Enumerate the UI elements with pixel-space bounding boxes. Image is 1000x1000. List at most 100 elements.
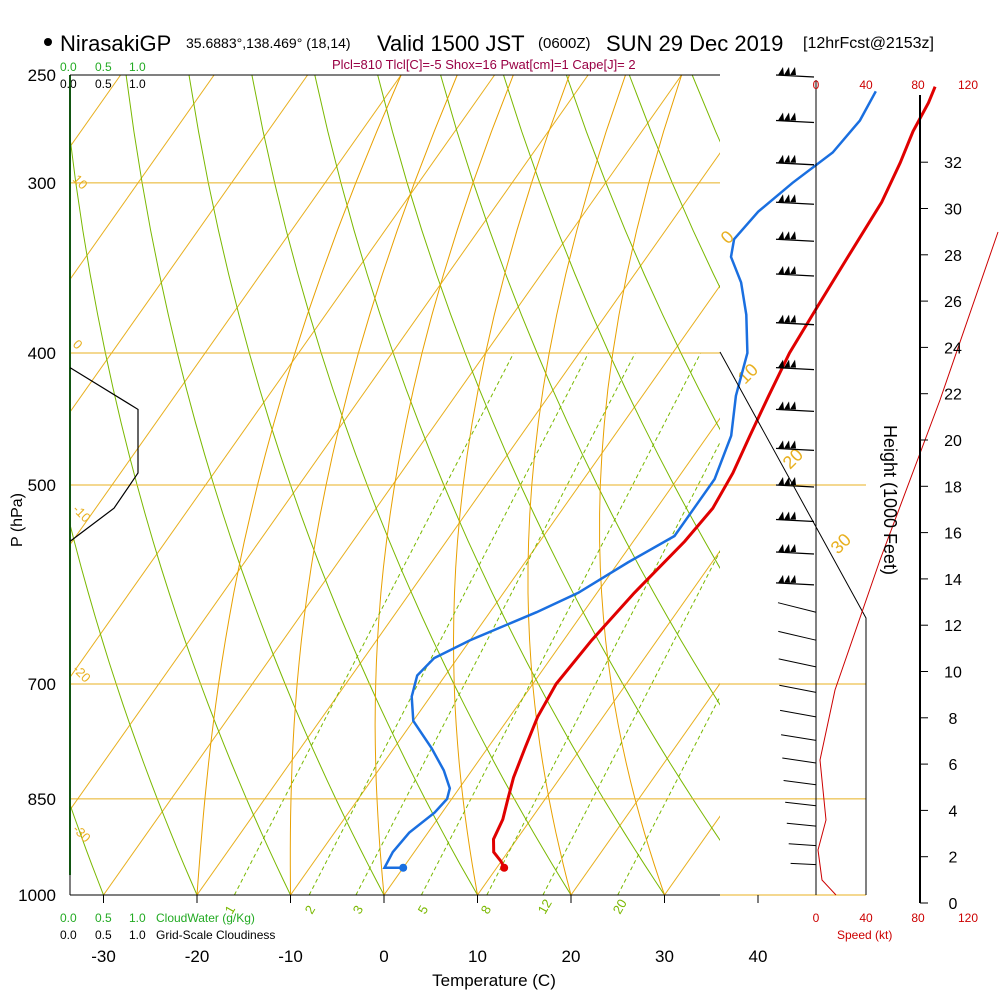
speed-tick-label-top: 40: [859, 78, 873, 92]
height-tick-label: 4: [949, 803, 958, 820]
wind-barb: [775, 194, 815, 205]
wind-barb-pennant: [790, 477, 796, 485]
height-tick-label: 30: [944, 202, 962, 219]
wind-barb-pennant: [784, 314, 790, 323]
wind-barb: [783, 780, 817, 786]
wind-barb: [778, 658, 817, 668]
pressure-tick-label: 500: [28, 476, 56, 495]
height-tick-label: 6: [949, 757, 958, 774]
wind-barb-pennant: [790, 574, 796, 583]
valid-date: SUN 29 Dec 2019: [606, 31, 783, 56]
pressure-tick-label: 1000: [18, 886, 56, 905]
wind-barb-pennant: [784, 67, 790, 75]
temperature-tick-label: 0: [379, 947, 388, 966]
cloud-scale-bot-0: 0.0: [60, 911, 77, 925]
height-tick-label: 32: [944, 155, 962, 172]
wind-barb-pennant: [778, 574, 784, 583]
mixing-ratio-label: 12: [535, 896, 555, 916]
speed-tick-label-bottom: 80: [911, 911, 925, 925]
wind-height-panel: 0040408080120120024681012141618202224262…: [719, 67, 999, 925]
moist-adiabat-line: [196, 75, 402, 895]
wind-barb: [785, 801, 817, 807]
cloud-scale-top-b0: 0.0: [60, 77, 77, 91]
height-tick-label: 28: [944, 248, 962, 265]
wind-barb: [782, 757, 817, 764]
wind-barb: [775, 544, 815, 555]
wind-barb-pennant: [784, 154, 790, 163]
temperature-tick-label: 10: [468, 947, 487, 966]
wind-barb-pennant: [778, 67, 784, 75]
wind-barb: [781, 734, 817, 741]
wind-barb-staff: [775, 447, 815, 452]
wind-barb-pennant: [790, 544, 796, 553]
mixing-ratio-line: [355, 352, 636, 895]
wind-barb-pennant: [784, 544, 790, 553]
wind-barb: [790, 862, 817, 866]
wind-barb-staff: [775, 273, 815, 277]
stability-indices: Plcl=810 Tlcl[C]=-5 Shox=16 Pwat[cm]=1 C…: [332, 57, 636, 72]
mixing-ratio-line: [486, 441, 720, 895]
speed-tick-label-bottom: 120: [958, 911, 978, 925]
height-tick-label: 26: [944, 294, 962, 311]
dry-adiabat-line: [251, 75, 572, 895]
wind-barb-pennant: [778, 154, 784, 163]
wind-barb: [775, 477, 815, 488]
wind-barb-staff: [785, 801, 817, 807]
wind-barb-pennant: [778, 314, 784, 323]
cloud-scale-bot-1: 0.5: [95, 911, 112, 925]
wind-barb-staff: [781, 734, 817, 741]
wind-barb: [775, 359, 815, 371]
dry-adiabat-line: [503, 75, 720, 570]
moist-adiabat-line: [599, 75, 683, 895]
wind-barb-staff: [775, 322, 815, 326]
wind-barb-staff: [790, 862, 817, 866]
wind-barb-pennant: [784, 194, 790, 203]
wind-barb: [775, 440, 815, 452]
wind-barb: [775, 266, 815, 277]
wind-barb-pennant: [784, 266, 790, 275]
mixing-ratio-line: [308, 352, 589, 895]
wind-barb-staff: [778, 658, 817, 668]
wind-barb-pennant: [790, 359, 796, 368]
wind-barb-pennant: [784, 440, 790, 449]
wind-barb-pennant: [778, 359, 784, 368]
wind-barb-pennant: [790, 511, 796, 520]
wind-barb-pennant: [790, 401, 796, 410]
cloud-scale-bottom: 0.0 0.5 1.0 CloudWater (g/Kg) 0.0 0.5 1.…: [60, 911, 275, 942]
wind-barb: [780, 709, 817, 718]
height-tick-label: 14: [944, 572, 962, 589]
wind-barb-pennant: [790, 67, 796, 75]
wind-barb: [775, 112, 815, 124]
cloud-scale-top-b2: 1.0: [129, 77, 146, 91]
moist-adiabat-line: [452, 75, 570, 895]
cloudiness-curve: [69, 367, 139, 542]
valid-time: Valid 1500 JST: [377, 31, 525, 56]
height-axis-title: Height (1000 Feet): [880, 425, 900, 575]
wind-barb: [775, 511, 815, 523]
wind-barb-pennant: [790, 231, 796, 240]
isotherm-line: [477, 550, 720, 895]
wind-barb-pennant: [784, 511, 790, 520]
wind-barb: [775, 67, 815, 78]
temperature-tick-label: 20: [562, 947, 581, 966]
wind-barb-staff: [777, 602, 817, 613]
pressure-tick-label: 400: [28, 344, 56, 363]
isotherm-line: [70, 75, 309, 413]
wind-barb-staff: [775, 518, 815, 523]
wind-barb-staff: [775, 582, 815, 586]
cloud-scale-top-b1: 0.5: [95, 77, 112, 91]
temperature-tick-label: -20: [185, 947, 210, 966]
speed-axis-title: Speed (kt): [837, 928, 892, 942]
wind-barb-staff: [775, 74, 815, 78]
speed-tick-label-bottom: 40: [859, 911, 873, 925]
wind-barb-staff: [779, 684, 817, 693]
wind-barb-staff: [775, 484, 815, 488]
wind-barb-pennant: [778, 194, 784, 203]
axes: 250 300 400 500 700 850 1000 -30 -20 -10 0 10 20 30 40: [18, 66, 767, 966]
height-tick-label: 8: [949, 711, 958, 728]
wind-barb-pennant: [784, 401, 790, 410]
wind-barb-pennant: [784, 574, 790, 583]
speed-tick-label-top: 80: [911, 78, 925, 92]
wind-barb: [788, 843, 817, 847]
wind-barb-pennant: [790, 112, 796, 121]
